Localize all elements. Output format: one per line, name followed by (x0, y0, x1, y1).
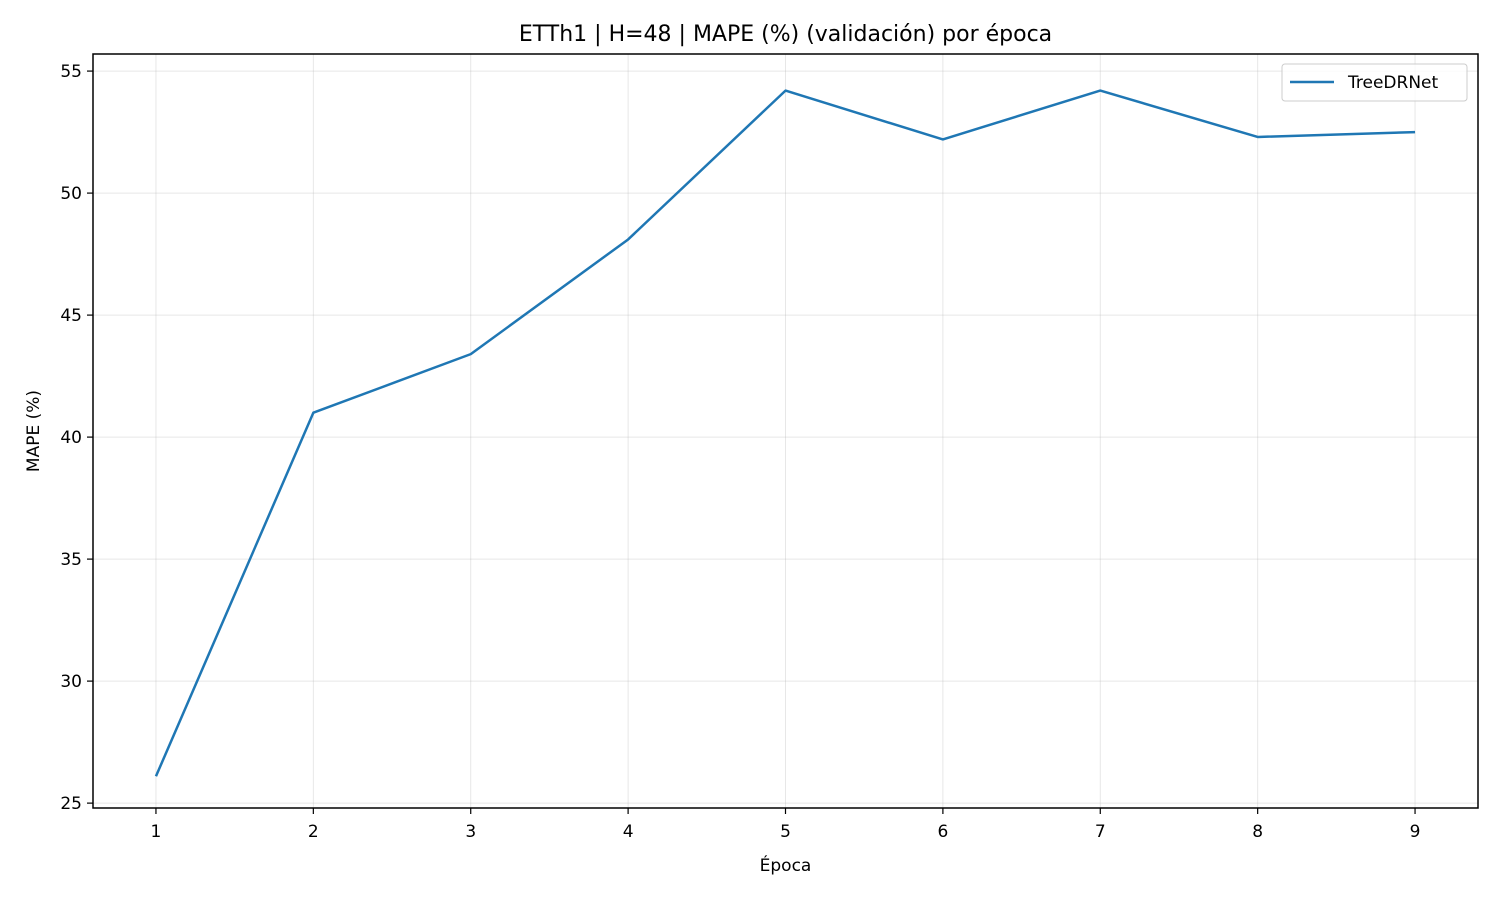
y-tick-label: 30 (60, 672, 82, 692)
x-tick-label: 5 (780, 822, 791, 842)
legend: TreeDRNet (1281, 63, 1468, 102)
y-tick-label: 25 (60, 794, 82, 814)
y-axis: 25 30 35 40 45 50 55 (60, 62, 93, 814)
y-tick-label: 50 (60, 184, 82, 204)
y-tick-label: 45 (60, 306, 82, 326)
x-tick-label: 2 (308, 822, 319, 842)
x-tick-label: 1 (151, 822, 162, 842)
x-axis: 1 2 3 4 5 6 7 8 9 (151, 808, 1421, 842)
x-tick-label: 6 (937, 822, 948, 842)
legend-label: TreeDRNet (1347, 73, 1438, 93)
series-line (154, 89, 1416, 777)
y-axis-label: MAPE (%) (24, 390, 44, 472)
x-tick-label: 3 (465, 822, 476, 842)
legend-box (1281, 63, 1468, 102)
x-tick-label: 7 (1095, 822, 1106, 842)
chart-title: ETTh1 | H=48 | MAPE (%) (validación) por… (519, 22, 1052, 47)
x-axis-label: Época (760, 854, 812, 876)
x-tick-label: 9 (1410, 822, 1421, 842)
y-tick-label: 35 (60, 550, 82, 570)
x-tick-label: 4 (623, 822, 634, 842)
y-tick-label: 40 (60, 428, 82, 448)
x-tick-label: 8 (1252, 822, 1263, 842)
series-layer (154, 89, 1416, 777)
grid-layer (93, 54, 1478, 808)
y-tick-label: 55 (60, 62, 82, 82)
